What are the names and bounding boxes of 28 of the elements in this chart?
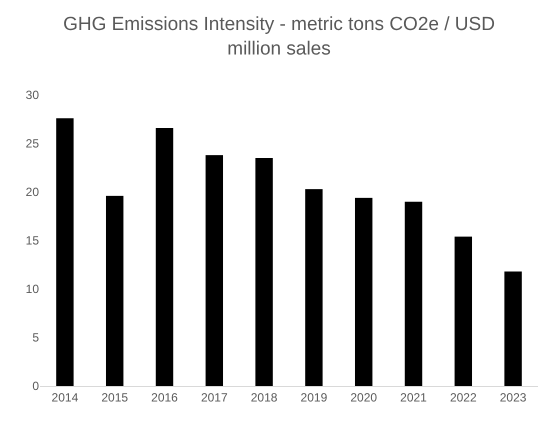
x-tick-label: 2020 — [350, 390, 378, 404]
bar — [206, 155, 224, 386]
x-tick-label: 2016 — [151, 390, 178, 404]
bar — [156, 128, 174, 386]
x-tick-label: 2023 — [500, 390, 527, 404]
x-tick-label: 2021 — [400, 390, 428, 404]
x-tick-label: 2018 — [250, 390, 278, 404]
bar — [255, 158, 273, 386]
y-tick-label: 10 — [26, 282, 40, 296]
x-tick-label: 2017 — [200, 390, 228, 404]
y-tick-label: 25 — [26, 136, 40, 151]
bar — [56, 118, 74, 386]
y-tick-label: 5 — [32, 330, 40, 345]
bar — [305, 189, 323, 386]
bar — [404, 202, 422, 386]
y-tick-label: 0 — [32, 379, 40, 394]
x-tick-label: 2019 — [300, 390, 328, 404]
y-tick-label: 30 — [26, 88, 40, 102]
x-tick-label: 2015 — [101, 390, 128, 404]
chart-title: GHG Emissions Intensity - metric tons CO2e / USD million sales — [63, 14, 495, 60]
y-tick-label: 15 — [26, 234, 40, 248]
bar — [504, 272, 522, 386]
bar — [454, 236, 472, 386]
x-tick-label: 2022 — [450, 390, 477, 404]
bar — [106, 196, 124, 386]
x-tick-label: 2014 — [52, 390, 79, 404]
bar — [354, 198, 372, 386]
y-tick-label: 20 — [26, 185, 40, 200]
